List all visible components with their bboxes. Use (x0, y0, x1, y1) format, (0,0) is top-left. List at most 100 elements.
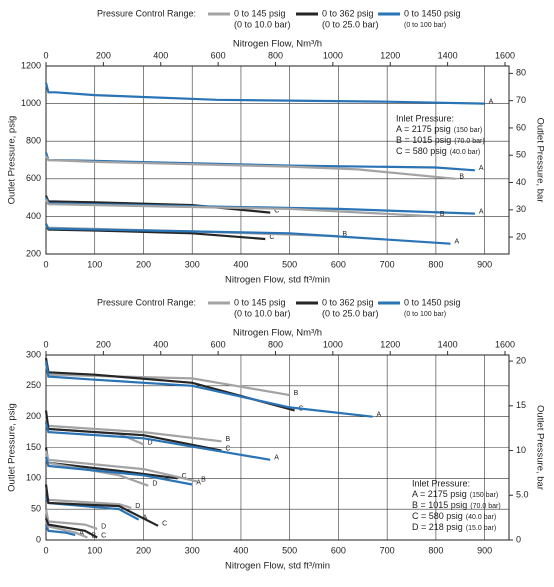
annotation-note: (150 bar) (470, 492, 498, 499)
y-tick-label: 250 (26, 380, 41, 390)
x-tick-label: 200 (136, 545, 151, 555)
annotation-note: (70.0 bar) (454, 138, 484, 145)
legend-label: 0 to 145 psig (234, 297, 286, 307)
y2-tick-label: 30 (516, 204, 526, 214)
x-tick-label: 600 (331, 259, 346, 269)
curve-label: A (274, 455, 279, 462)
x2-axis-title: Nitrogen Flow, Nm³/h (233, 39, 322, 50)
y2-tick-label: 50 (516, 150, 526, 160)
x-tick-label: 800 (428, 259, 443, 269)
x-tick-label: 0 (43, 259, 48, 269)
curve-label: A (377, 412, 382, 419)
x2-tick-label: 200 (96, 339, 111, 349)
curve-label: B (440, 211, 445, 218)
curve (44, 450, 198, 483)
curve-label: A (143, 514, 148, 521)
y2-tick-label: 70 (516, 95, 526, 105)
annotation-note: (15.0 bar) (466, 525, 496, 532)
y2-tick-label: 0 (516, 534, 521, 544)
x2-tick-label: 400 (153, 50, 168, 60)
legend-note: (0 to 10.0 bar) (234, 308, 291, 318)
x2-tick-label: 400 (153, 339, 168, 349)
y-tick-label: 300 (26, 349, 41, 359)
legend-title: Pressure Control Range: (97, 297, 196, 307)
y-axis-title: Outlet Pressure, psig (7, 403, 18, 492)
x-tick-label: 0 (43, 545, 48, 555)
y-tick-label: 600 (26, 173, 41, 183)
x2-tick-label: 1400 (438, 50, 458, 60)
y-tick-label: 800 (26, 136, 41, 146)
x2-tick-label: 1600 (495, 339, 515, 349)
curve-label: B (459, 174, 464, 181)
curve (45, 223, 451, 245)
x-tick-label: 900 (477, 545, 492, 555)
curve-label: D (135, 503, 140, 510)
annotation-note: (70.0 bar) (470, 503, 500, 510)
curve (45, 198, 436, 218)
x-tick-label: 200 (136, 259, 151, 269)
curve-label: C (274, 207, 279, 214)
curve (44, 508, 98, 530)
legend-label: 0 to 1450 psig (404, 297, 461, 307)
curve-label: D (152, 481, 157, 488)
x-tick-label: 100 (87, 259, 102, 269)
legend-title: Pressure Control Range: (97, 8, 196, 18)
x-tick-label: 900 (477, 259, 492, 269)
curve-label: C (162, 521, 167, 528)
y2-tick-label: 80 (516, 68, 526, 78)
x2-axis-title: Nitrogen Flow, Nm³/h (233, 328, 322, 339)
curve-label: B (342, 231, 347, 238)
curve-label: A (79, 530, 84, 537)
x2-tick-label: 1000 (323, 50, 343, 60)
annotation-line: A = 2175 psig (150 bar) (412, 489, 498, 499)
x-tick-label: 700 (380, 545, 395, 555)
curve-label: A (455, 239, 460, 246)
x2-tick-label: 1200 (380, 50, 400, 60)
curve-label: B (294, 390, 299, 397)
annotation-text: D = 218 psig (412, 522, 463, 532)
legend-note: (0 to 10.0 bar) (234, 19, 291, 29)
y2-tick-label: 20 (516, 231, 526, 241)
curve (45, 155, 456, 180)
annotation-text: C = 580 psig (396, 146, 447, 156)
y-tick-label: 200 (26, 248, 41, 258)
x-tick-label: 100 (87, 545, 102, 555)
legend-label: 0 to 145 psig (234, 8, 286, 18)
x2-tick-label: 600 (211, 50, 226, 60)
annotation-line: D = 218 psig (15.0 bar) (412, 522, 496, 532)
y-tick-label: 50 (31, 504, 41, 514)
y2-tick-label: 40 (516, 177, 526, 187)
x-tick-label: 300 (185, 545, 200, 555)
curve-label: A (489, 98, 494, 105)
annotation-text: C = 580 psig (412, 511, 463, 521)
y2-tick-label: 10 (516, 445, 526, 455)
x-tick-label: 400 (233, 259, 248, 269)
legend-note: (0 to 25.0 bar) (322, 19, 379, 29)
y-tick-label: 100 (26, 473, 41, 483)
curve (44, 456, 193, 486)
annotation-text: A = 2175 psig (396, 124, 451, 134)
y-axis-title: Outlet Pressure, psig (7, 116, 18, 205)
y-tick-label: 200 (26, 411, 41, 421)
x2-tick-label: 1000 (323, 339, 343, 349)
x-tick-label: 300 (185, 259, 200, 269)
legend-note: (0 to 25.0 bar) (322, 308, 379, 318)
y2-tick-label: 20 (516, 355, 526, 365)
y-tick-label: 1200 (21, 60, 41, 70)
annotation-title: Inlet Pressure: (412, 478, 470, 488)
curve (44, 422, 271, 461)
x-axis-title: Nitrogen Flow, std ft³/min (225, 561, 330, 572)
annotation-title: Inlet Pressure: (396, 113, 454, 123)
y-tick-label: 400 (26, 211, 41, 221)
legend-label: 0 to 1450 psig (404, 8, 461, 18)
curve (44, 361, 373, 418)
curve-label: B (201, 476, 206, 483)
x2-tick-label: 1600 (495, 50, 515, 60)
x2-tick-label: 200 (96, 50, 111, 60)
legend-note: (0 to 100 bar) (404, 22, 446, 29)
x2-tick-label: 800 (268, 50, 283, 60)
x2-tick-label: 1200 (380, 339, 400, 349)
curve (44, 524, 76, 537)
x2-tick-label: 800 (268, 339, 283, 349)
